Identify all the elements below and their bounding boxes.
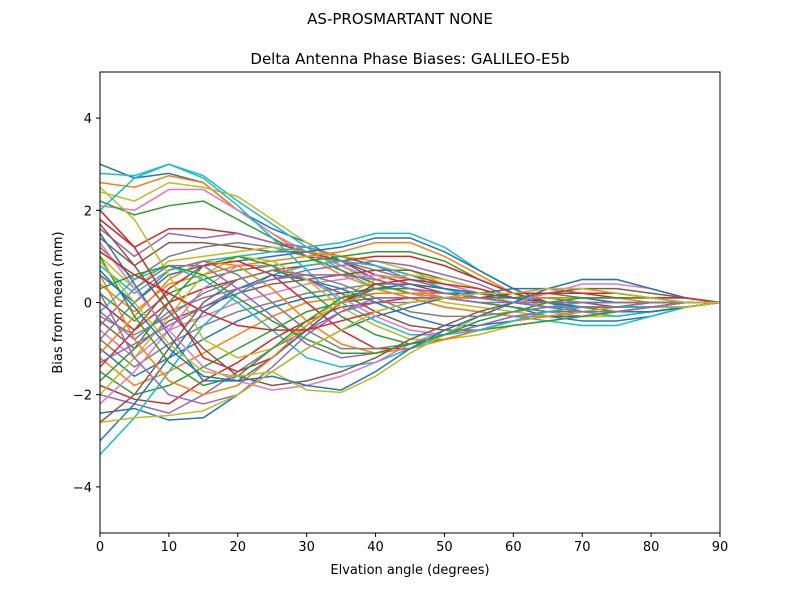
x-tick-label: 70	[574, 540, 591, 555]
x-tick-label: 0	[96, 540, 104, 555]
plot-area	[100, 163, 720, 456]
series-line-53	[100, 287, 720, 424]
x-tick-label: 40	[367, 540, 384, 555]
y-tick-label: −2	[73, 389, 92, 404]
series-line-48	[100, 269, 720, 391]
series-line-52	[100, 274, 720, 364]
chart-title: Delta Antenna Phase Biases: GALILEO-E5b	[250, 50, 569, 68]
y-tick-label: 4	[84, 112, 92, 127]
y-axis: −4 −2 0 2 4	[73, 112, 100, 496]
y-tick-label: 2	[84, 204, 92, 219]
series-line-50	[100, 269, 720, 336]
y-tick-label: 0	[84, 297, 92, 312]
y-tick-label: −4	[73, 481, 92, 496]
x-tick-label: 20	[230, 540, 247, 555]
x-tick-label: 50	[436, 540, 453, 555]
x-tick-label: 10	[161, 540, 178, 555]
y-axis-label: Bias from mean (mm)	[51, 231, 66, 373]
x-axis-label: Elvation angle (degrees)	[330, 563, 489, 578]
series-line-43	[100, 292, 720, 405]
x-axis: 0 10 20 30 40 50 60 70 80 90	[96, 533, 728, 555]
x-tick-label: 90	[712, 540, 729, 555]
x-tick-label: 30	[298, 540, 315, 555]
series-line-49	[100, 264, 720, 354]
x-tick-label: 80	[643, 540, 660, 555]
x-tick-label: 60	[505, 540, 522, 555]
chart-suptitle: AS-PROSMARTANT NONE	[307, 10, 493, 28]
series-line-45	[100, 223, 720, 387]
